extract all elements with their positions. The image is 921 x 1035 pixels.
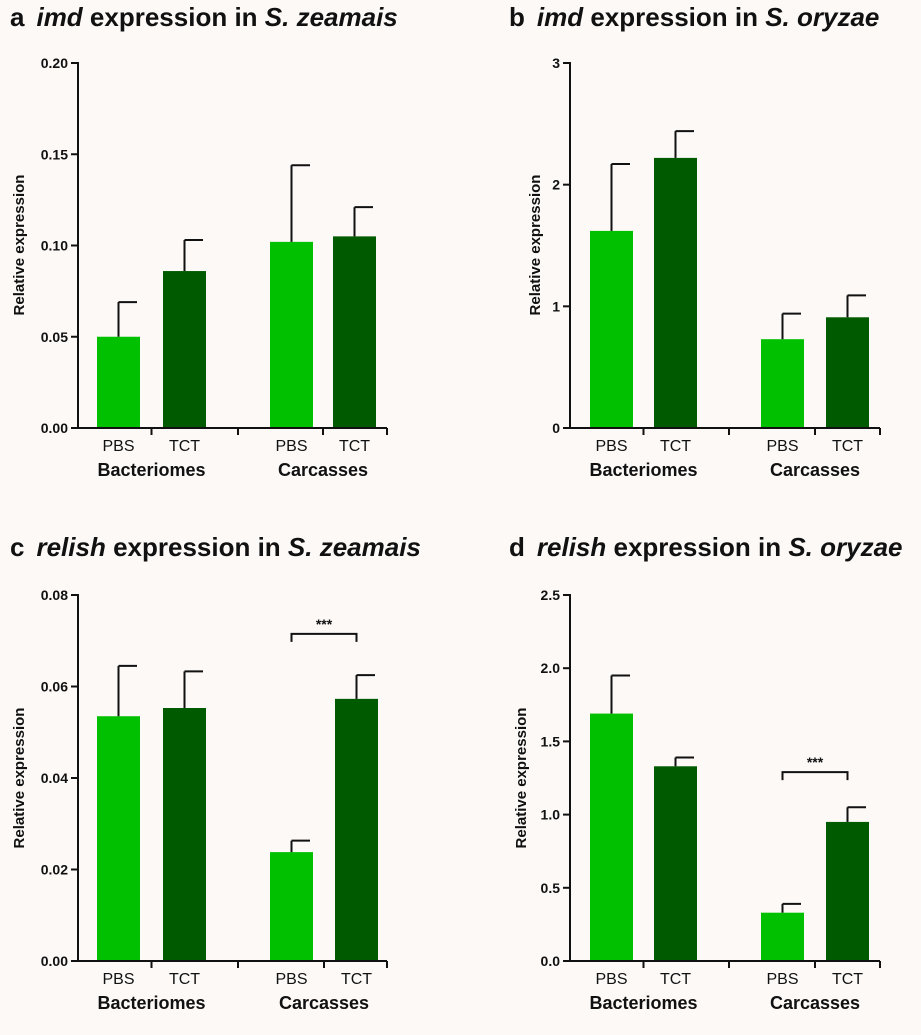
x-tick-label: TCT — [660, 971, 691, 988]
y-axis-label: Relative expression — [527, 175, 544, 316]
x-tick-label: PBS — [595, 971, 627, 988]
bar-tct — [654, 157, 697, 428]
title-mid: expression in — [583, 2, 766, 32]
y-tick-label: 0.08 — [41, 587, 68, 603]
title-mid: expression in — [105, 532, 288, 562]
y-tick-label: 0 — [552, 420, 560, 436]
panel-a-title: a imd expression in S. zeamais — [10, 2, 398, 33]
bar-tct — [826, 821, 869, 961]
bar-pbs — [270, 852, 313, 961]
x-tick-label: TCT — [832, 971, 863, 988]
bar-tct — [654, 766, 697, 961]
significance-label: *** — [316, 616, 333, 632]
y-tick-label: 1.5 — [541, 733, 561, 749]
bar-chart-b: Relative expression 0 1 2 3 PBS TCT PBS TCT Bacte… — [527, 55, 881, 480]
x-tick-label: TCT — [169, 438, 200, 455]
bar-tct — [163, 271, 206, 428]
species-name: S. oryzae — [788, 532, 903, 562]
y-tick-label: 0.00 — [41, 420, 68, 436]
group-label: Carcasses — [770, 460, 860, 480]
x-tick-label: TCT — [339, 438, 370, 455]
species-name: S. zeamais — [287, 532, 421, 562]
y-tick-label: 0.10 — [41, 238, 68, 254]
group-label: Carcasses — [770, 993, 860, 1013]
title-mid: expression in — [606, 532, 789, 562]
y-tick-label: 0.0 — [541, 953, 561, 969]
y-tick-label: 0.06 — [41, 679, 68, 695]
x-tick-label: TCT — [660, 438, 691, 455]
x-tick-label: TCT — [169, 971, 200, 988]
panel-letter: b — [509, 2, 525, 32]
y-tick-label: 0.5 — [541, 880, 561, 896]
x-tick-label: PBS — [766, 971, 798, 988]
group-label: Bacteriomes — [589, 460, 697, 480]
species-name: S. zeamais — [264, 2, 398, 32]
y-tick-label: 2 — [552, 177, 560, 193]
bar-tct — [826, 317, 869, 428]
group-label: Carcasses — [278, 460, 368, 480]
panel-b-title: b imd expression in S. oryzae — [509, 2, 879, 33]
bar-pbs — [590, 713, 633, 961]
gene-name: relish — [36, 532, 106, 562]
y-tick-label: 0.00 — [41, 953, 68, 969]
gene-name: imd — [36, 2, 83, 32]
bar-pbs — [590, 230, 633, 428]
bar-tct — [333, 236, 376, 428]
y-tick-label: 2.0 — [541, 660, 561, 676]
x-tick-label: PBS — [102, 438, 134, 455]
panel-c-title: c relish expression in S. zeamais — [10, 532, 421, 563]
panel-b: b imd expression in S. oryzae Relative ex… — [461, 0, 921, 505]
y-tick-label: 0.02 — [41, 862, 68, 878]
group-label: Bacteriomes — [589, 993, 697, 1013]
species-name: S. oryzae — [765, 2, 880, 32]
x-tick-label: PBS — [102, 971, 134, 988]
x-tick-label: PBS — [595, 438, 627, 455]
bar-chart-d: Relative expression 0.0 0.5 1.0 1.5 2.0 2.5 PBS… — [513, 587, 881, 1013]
bar-tct — [163, 708, 206, 961]
bar-pbs — [761, 339, 804, 428]
y-tick-label: 0.05 — [41, 329, 68, 345]
bar-chart-a: Relative expression 0.00 0.05 0.10 0.15 0.20 P… — [11, 55, 388, 480]
bar-pbs — [97, 716, 140, 961]
title-mid: expression in — [82, 2, 265, 32]
bar-pbs — [97, 336, 140, 428]
x-tick-label: PBS — [766, 438, 798, 455]
gene-name: imd — [536, 2, 584, 32]
panel-letter: c — [10, 532, 25, 562]
x-tick-label: PBS — [275, 438, 307, 455]
y-tick-label: 0.20 — [41, 55, 68, 71]
gene-name: relish — [536, 532, 607, 562]
significance-bracket — [781, 771, 849, 781]
bar-chart-c: Relative expression 0.00 0.02 0.04 0.06 0.08 P… — [11, 587, 388, 1013]
bar-tct — [335, 698, 378, 961]
panel-letter: a — [10, 2, 25, 32]
y-tick-label: 0.04 — [41, 770, 68, 786]
significance-bracket — [290, 632, 358, 642]
panel-letter: d — [509, 532, 525, 562]
y-tick-label: 0.15 — [41, 146, 68, 162]
panel-d-title: d relish expression in S. oryzae — [509, 532, 903, 563]
y-axis-label: Relative expression — [513, 708, 530, 849]
panel-a: a imd expression in S. zeamais Relative e… — [0, 0, 460, 505]
y-tick-label: 1 — [552, 298, 560, 314]
y-tick-label: 2.5 — [541, 587, 561, 603]
x-tick-label: TCT — [341, 971, 372, 988]
y-tick-label: 1.0 — [541, 807, 561, 823]
y-tick-label: 3 — [552, 55, 560, 71]
significance-label: *** — [807, 754, 824, 770]
panel-c: c relish expression in S. zeamais Relativ… — [0, 530, 460, 1035]
group-label: Carcasses — [279, 993, 369, 1013]
y-axis-label: Relative expression — [11, 708, 28, 849]
group-label: Bacteriomes — [97, 460, 205, 480]
bar-pbs — [270, 241, 313, 428]
x-tick-label: PBS — [275, 971, 307, 988]
x-tick-label: TCT — [832, 438, 863, 455]
bar-pbs — [761, 912, 804, 961]
y-axis-label: Relative expression — [11, 175, 28, 316]
panel-d: d relish expression in S. oryzae Relative… — [461, 530, 921, 1035]
group-label: Bacteriomes — [97, 993, 205, 1013]
